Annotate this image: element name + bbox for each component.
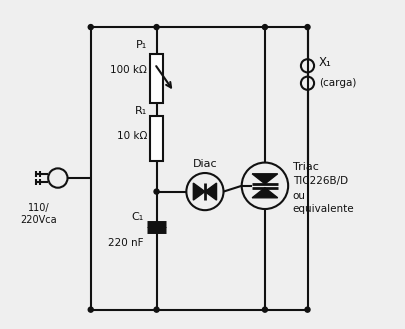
Circle shape — [304, 25, 309, 30]
Circle shape — [88, 307, 93, 312]
Text: Triac: Triac — [292, 162, 318, 171]
Text: X₁: X₁ — [318, 56, 331, 69]
Bar — [150, 54, 162, 103]
Text: P₁: P₁ — [136, 40, 147, 50]
Polygon shape — [252, 174, 277, 184]
Circle shape — [262, 25, 267, 30]
Text: TIC226B/D: TIC226B/D — [292, 176, 347, 186]
Text: Diac: Diac — [192, 159, 217, 169]
Circle shape — [262, 307, 267, 312]
Polygon shape — [193, 183, 205, 200]
Polygon shape — [252, 188, 277, 198]
Circle shape — [304, 307, 309, 312]
Bar — [150, 116, 162, 161]
Text: 220 nF: 220 nF — [108, 238, 143, 248]
Text: 10 kΩ: 10 kΩ — [117, 131, 147, 141]
Circle shape — [153, 307, 159, 312]
Text: C₁: C₁ — [131, 212, 143, 222]
Text: 110/
220Vca: 110/ 220Vca — [20, 203, 57, 225]
Circle shape — [88, 25, 93, 30]
Circle shape — [153, 189, 159, 194]
Circle shape — [153, 25, 159, 30]
Polygon shape — [205, 183, 216, 200]
Text: equivalente: equivalente — [292, 204, 354, 214]
Text: R₁: R₁ — [135, 106, 147, 116]
Text: 100 kΩ: 100 kΩ — [110, 65, 147, 75]
Text: (carga): (carga) — [318, 78, 355, 88]
Text: ou: ou — [292, 190, 305, 201]
